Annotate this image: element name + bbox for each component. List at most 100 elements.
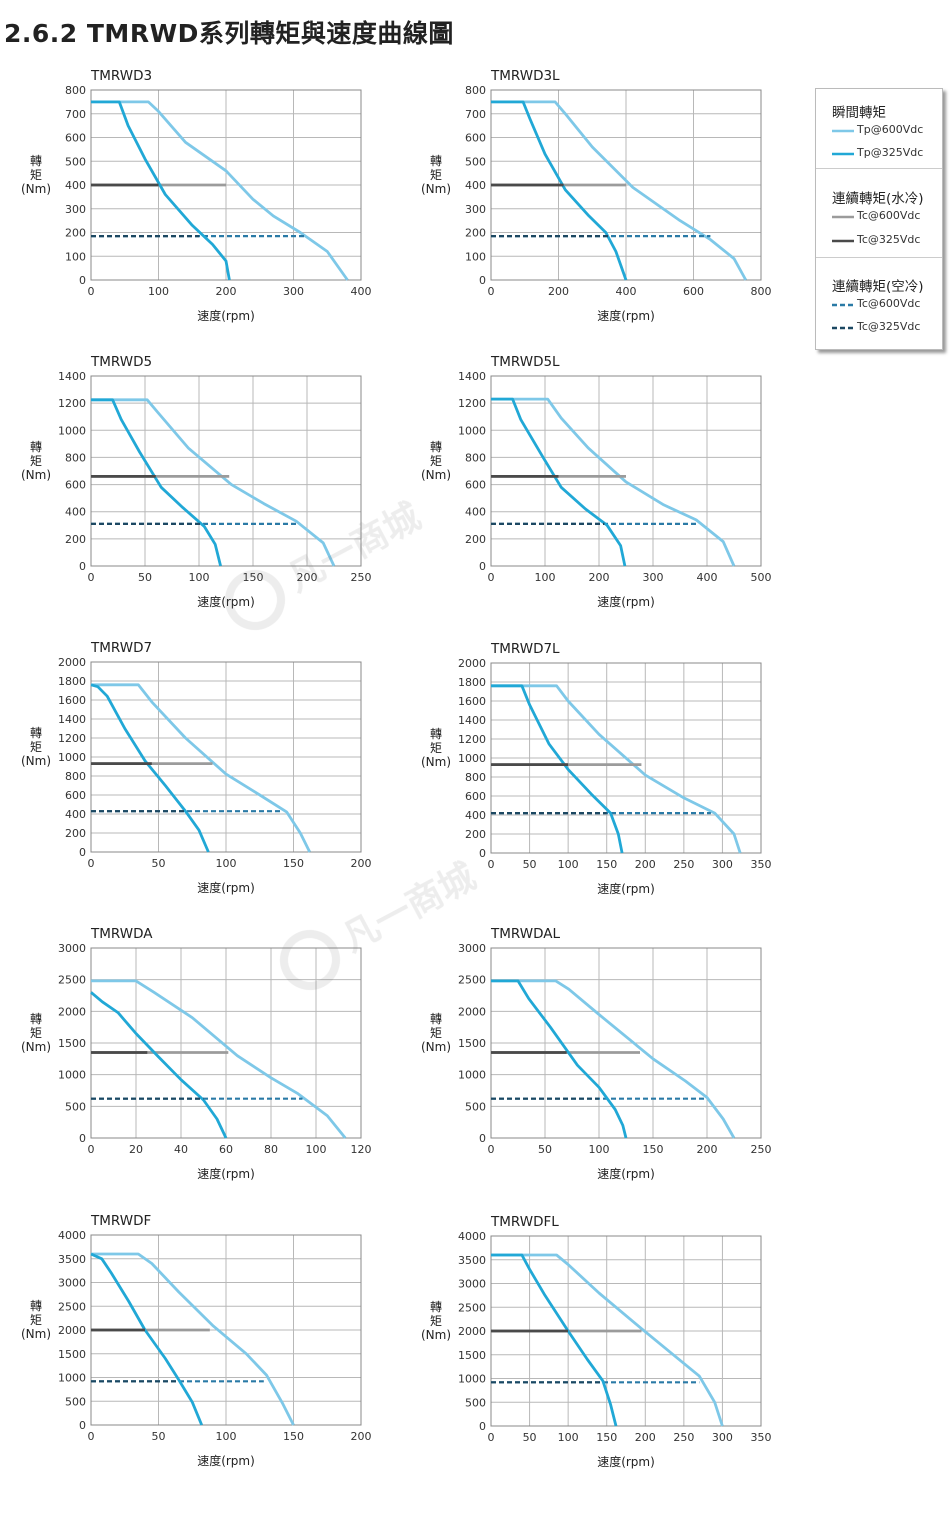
- series-line-tp325: [491, 397, 627, 567]
- chart-svg: TMRWD3L 0 100 200 300 400 500 600 700 800 0 200 400 6…: [421, 68, 772, 323]
- y-tick-label: 1500: [58, 1348, 86, 1361]
- y-tick-label: 1000: [458, 424, 486, 437]
- x-tick-label: 200: [589, 571, 610, 584]
- x-tick-label: 500: [751, 571, 772, 584]
- x-tick-label: 300: [643, 571, 664, 584]
- legend-item-tc600-air: Tc@600Vdc: [832, 297, 942, 313]
- chart-title: TMRWDAL: [490, 926, 560, 942]
- x-axis-label: 速度(rpm): [597, 1166, 655, 1181]
- y-tick-label: 800: [465, 84, 486, 97]
- y-axis-label: 轉: [30, 726, 42, 740]
- x-tick-label: 150: [283, 857, 304, 870]
- legend-divider: [816, 168, 942, 169]
- y-tick-label: 3000: [58, 1277, 86, 1290]
- y-axis-label: 矩: [30, 1026, 42, 1040]
- y-axis-label: (Nm): [421, 755, 451, 769]
- y-tick-label: 800: [465, 451, 486, 464]
- x-tick-label: 250: [673, 858, 694, 871]
- y-tick-label: 3500: [58, 1253, 86, 1266]
- y-tick-label: 700: [65, 108, 86, 121]
- chart-svg: TMRWDF 0 500 1000 1500 2000 2500 3000 3500 4000 0 5…: [21, 1213, 372, 1468]
- y-tick-label: 400: [465, 179, 486, 192]
- x-axis-label: 速度(rpm): [597, 308, 655, 323]
- x-axis-label: 速度(rpm): [197, 1453, 255, 1468]
- x-tick-label: 200: [351, 857, 372, 870]
- series-line-tp600: [491, 979, 736, 1139]
- y-axis-label: 矩: [430, 741, 442, 755]
- y-axis-label: 矩: [430, 1026, 442, 1040]
- y-tick-label: 300: [65, 203, 86, 216]
- x-tick-label: 0: [88, 571, 95, 584]
- series-line-tp600: [91, 979, 347, 1139]
- x-tick-label: 0: [488, 858, 495, 871]
- y-tick-label: 200: [65, 827, 86, 840]
- y-tick-label: 2500: [58, 1300, 86, 1313]
- chart-svg: TMRWD5 0 200 400 600 800 1000 1200 1400 0 50 100 150…: [21, 354, 372, 609]
- y-tick-label: 100: [65, 250, 86, 263]
- chart-title: TMRWD3L: [490, 68, 560, 84]
- y-axis-label: 轉: [430, 154, 442, 168]
- y-tick-label: 3000: [458, 942, 486, 955]
- y-tick-label: 600: [65, 132, 86, 145]
- y-axis-label: (Nm): [421, 182, 451, 196]
- x-tick-label: 0: [88, 285, 95, 298]
- plot-frame: [90, 375, 362, 567]
- y-tick-label: 1400: [58, 713, 86, 726]
- legend-item-tc600-water: Tc@600Vdc: [832, 209, 942, 225]
- y-tick-label: 0: [79, 846, 86, 859]
- y-tick-label: 500: [465, 1396, 486, 1409]
- y-tick-label: 0: [479, 560, 486, 573]
- legend-swatch: [832, 215, 854, 219]
- x-tick-label: 50: [152, 1430, 166, 1443]
- y-axis-label: 轉: [30, 1012, 42, 1026]
- series-line-tp325: [491, 100, 628, 281]
- y-tick-label: 2500: [458, 974, 486, 987]
- chart-tmrwd3l: TMRWD3L 0 100 200 300 400 500 600 700 800 0 200 400 6…: [400, 65, 820, 350]
- y-axis-label: 矩: [30, 740, 42, 754]
- x-tick-label: 200: [635, 1431, 656, 1444]
- x-tick-label: 400: [351, 285, 372, 298]
- y-tick-label: 1800: [458, 676, 486, 689]
- y-tick-label: 600: [465, 132, 486, 145]
- series-line-tp600: [91, 1252, 295, 1426]
- x-tick-label: 50: [523, 858, 537, 871]
- series-line-tp600: [91, 100, 349, 281]
- x-tick-label: 250: [351, 571, 372, 584]
- x-tick-label: 300: [712, 1431, 733, 1444]
- legend-swatch: [832, 152, 854, 156]
- x-tick-label: 100: [558, 858, 579, 871]
- x-tick-label: 250: [673, 1431, 694, 1444]
- x-tick-label: 200: [216, 285, 237, 298]
- x-tick-label: 100: [589, 1143, 610, 1156]
- legend-item-tp600: Tp@600Vdc: [832, 123, 942, 139]
- legend-item-tp325: Tp@325Vdc: [832, 146, 942, 162]
- x-axis-label: 速度(rpm): [597, 1454, 655, 1469]
- plot-frame: [490, 662, 762, 854]
- legend-swatch: [832, 239, 854, 243]
- chart-tmrwd3: TMRWD3 0 100 200 300 400 500 600 700 800 0 100 200 30…: [0, 65, 420, 350]
- series-line-tp325: [90, 991, 228, 1139]
- x-tick-label: 0: [488, 1143, 495, 1156]
- y-tick-label: 400: [65, 179, 86, 192]
- x-tick-label: 100: [535, 571, 556, 584]
- legend-item-label: Tc@600Vdc: [857, 209, 921, 222]
- y-tick-label: 2000: [458, 657, 486, 670]
- y-axis-label: 轉: [430, 1300, 442, 1314]
- x-tick-label: 200: [297, 571, 318, 584]
- series-line-tp600: [491, 684, 742, 854]
- y-tick-label: 4000: [458, 1230, 486, 1243]
- chart-tmrwd7l: TMRWD7L 0 200 400 600 800 1000 1200 1400 1600 1800…: [400, 638, 820, 923]
- y-tick-label: 200: [465, 828, 486, 841]
- y-tick-label: 500: [465, 155, 486, 168]
- x-tick-label: 0: [88, 1430, 95, 1443]
- legend-item-label: Tp@325Vdc: [857, 146, 924, 159]
- x-tick-label: 400: [697, 571, 718, 584]
- series-line-tp325: [91, 100, 231, 281]
- y-tick-label: 2000: [458, 1325, 486, 1338]
- y-tick-label: 500: [465, 1100, 486, 1113]
- legend-group-title: 瞬間轉矩: [832, 105, 886, 121]
- y-axis-label: 矩: [30, 454, 42, 468]
- x-tick-label: 50: [152, 857, 166, 870]
- x-axis-label: 速度(rpm): [597, 594, 655, 609]
- legend-item-tc325-water: Tc@325Vdc: [832, 233, 942, 249]
